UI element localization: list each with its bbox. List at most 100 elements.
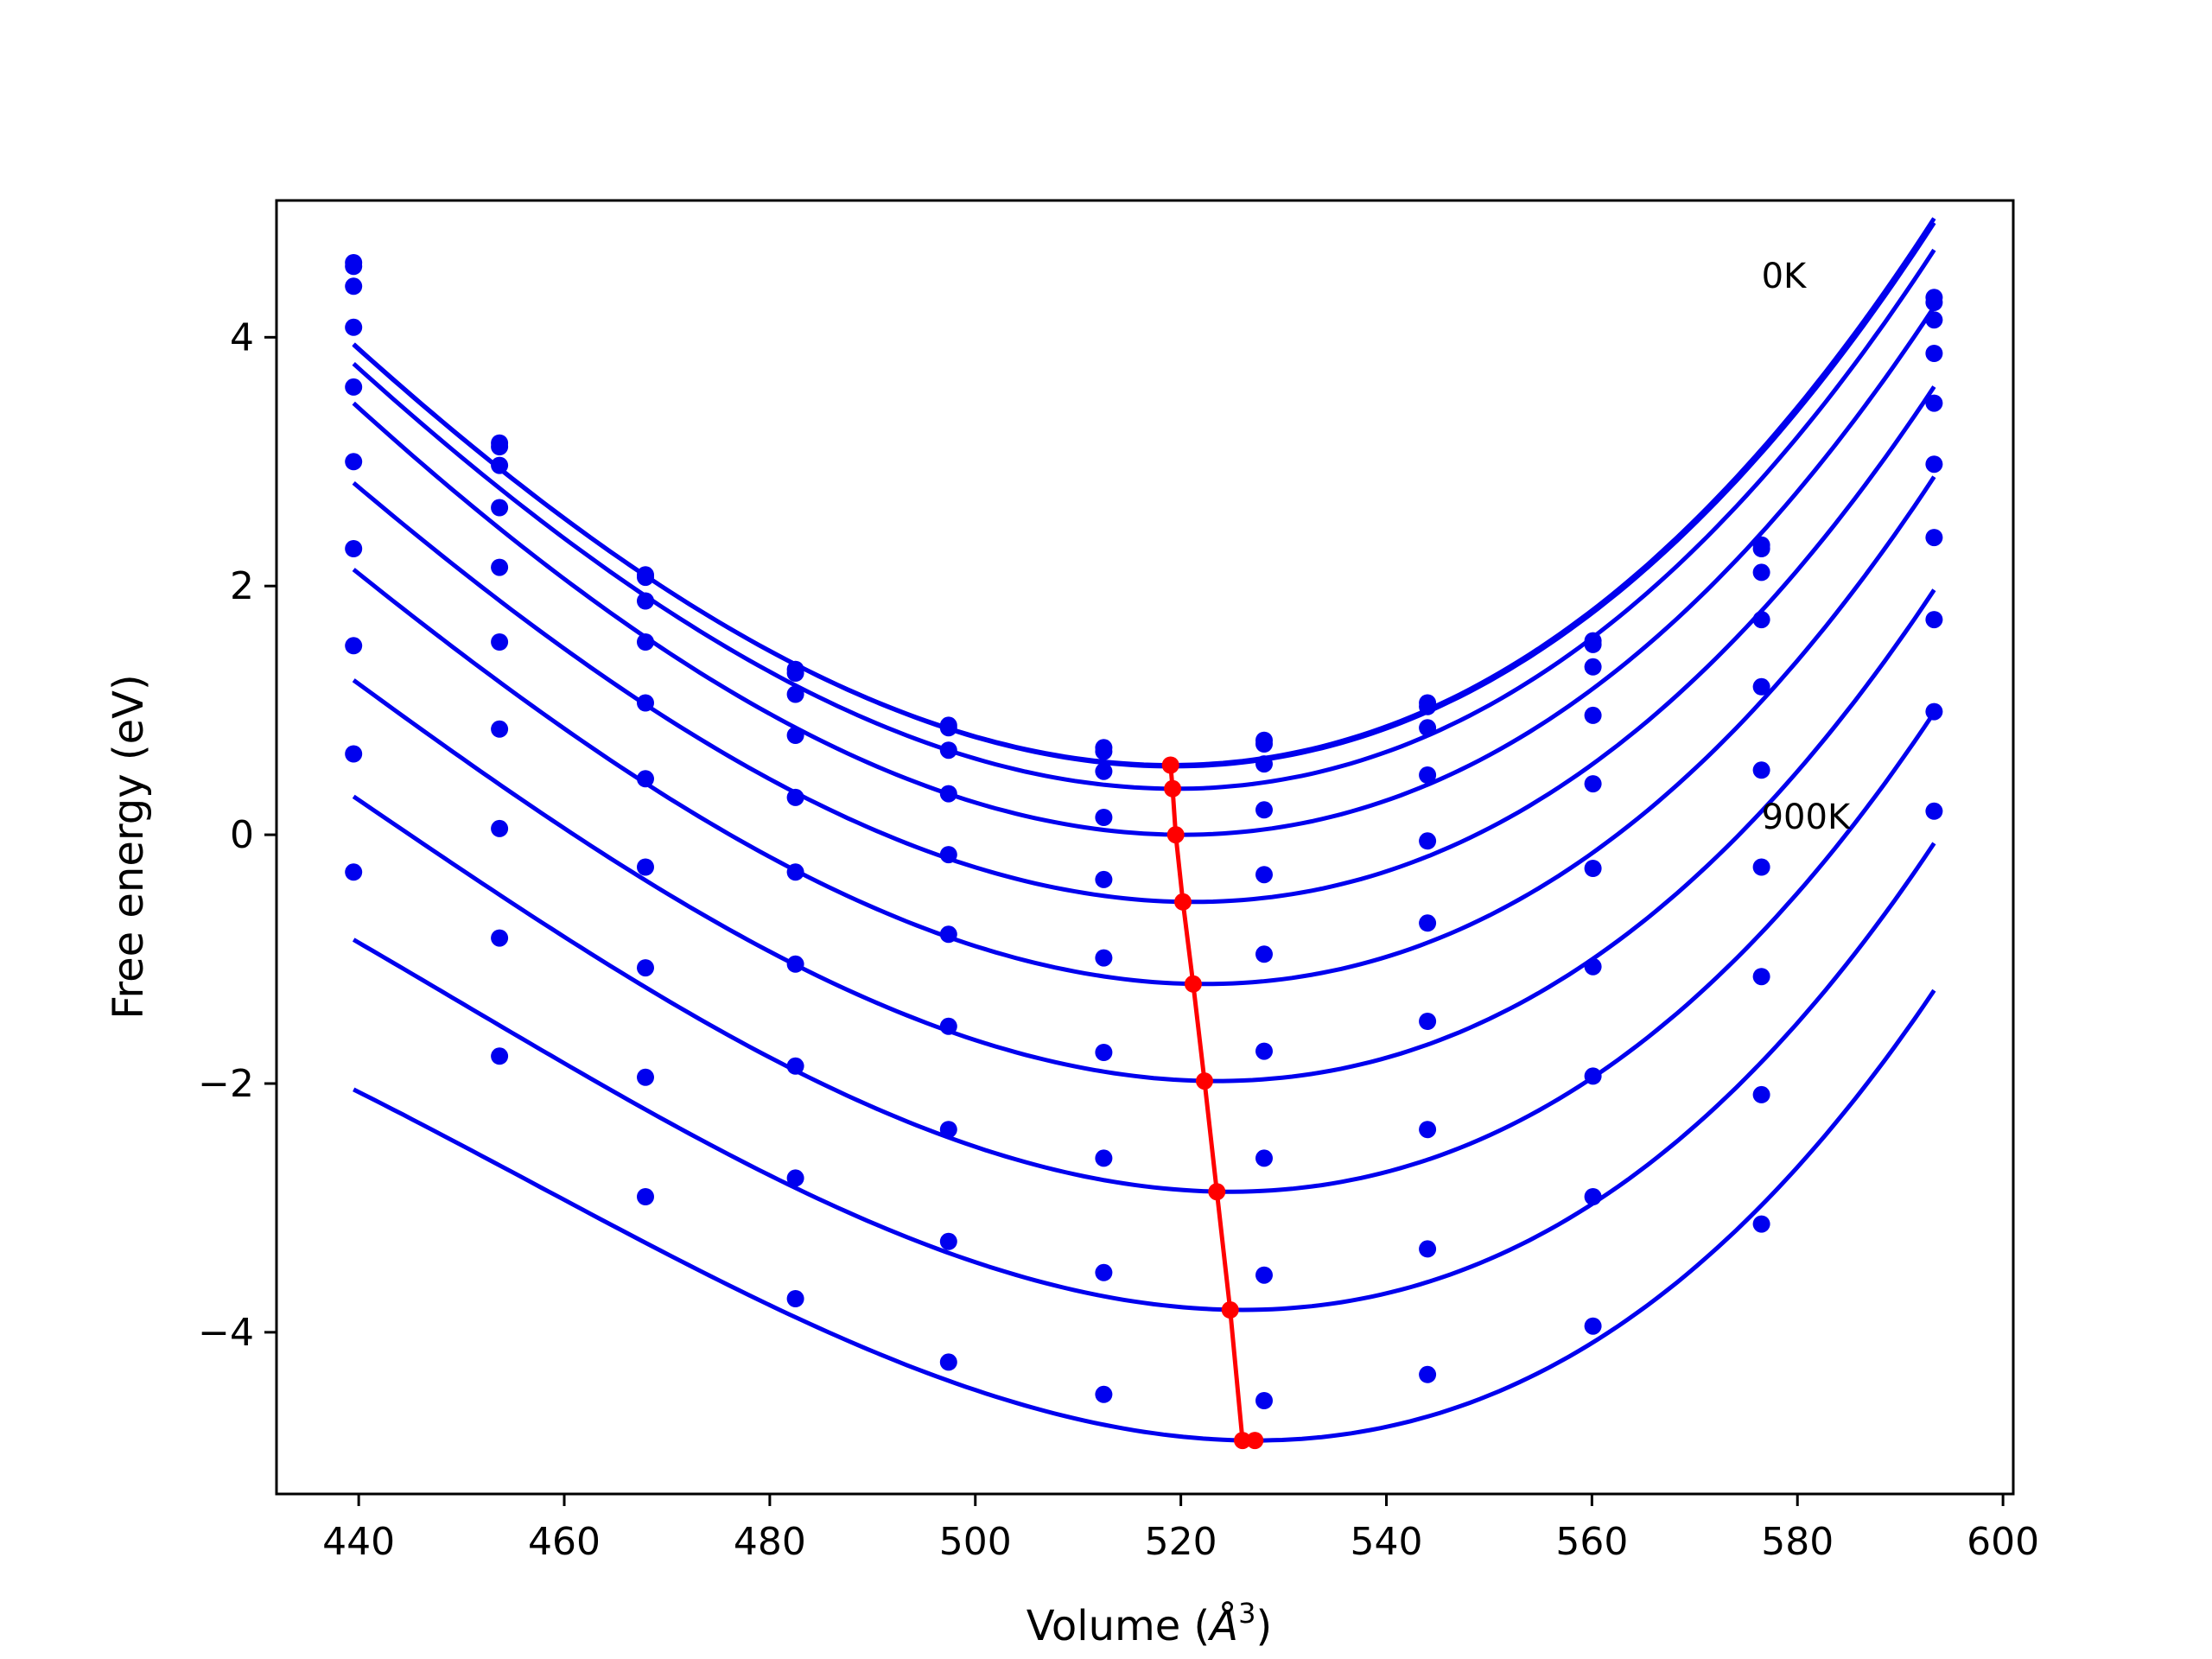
data-point	[637, 633, 654, 651]
fit-curves	[352, 217, 1936, 1443]
minimum-point	[1246, 1432, 1264, 1450]
temperature-label: 0K	[1762, 257, 1808, 296]
data-point	[786, 1169, 804, 1187]
temperature-label: 900K	[1762, 798, 1852, 837]
y-axis-ticks: −4 −2 0 2 4	[198, 315, 276, 1355]
data-point	[939, 719, 957, 737]
data-point	[345, 745, 363, 763]
data-point	[637, 959, 654, 977]
fit-curve-4	[352, 385, 1936, 905]
minimum-point	[1166, 826, 1185, 844]
data-point	[1925, 394, 1943, 412]
x-axis-ticks: 440 460 480 500 520 540 560 580 600	[322, 1494, 2039, 1564]
data-point	[939, 1353, 957, 1371]
data-point	[1925, 702, 1943, 721]
minimum-point	[1161, 756, 1179, 774]
data-point	[1255, 1266, 1273, 1284]
data-point	[786, 685, 804, 703]
data-point	[939, 925, 957, 944]
y-tick-label: 0	[230, 813, 254, 857]
data-point	[1095, 809, 1113, 826]
data-point	[786, 863, 804, 881]
data-point	[1419, 719, 1437, 737]
data-point	[786, 1057, 804, 1075]
data-point	[1925, 294, 1943, 311]
data-point	[637, 569, 654, 587]
data-point	[491, 558, 509, 576]
data-point	[1095, 870, 1113, 888]
data-point	[1255, 945, 1273, 963]
data-point	[1255, 1042, 1273, 1060]
data-point	[345, 277, 363, 296]
data-point	[1419, 697, 1437, 715]
temperature-annotations: 0K 900K	[1762, 257, 1852, 837]
data-point	[1095, 1149, 1113, 1167]
data-point	[1584, 658, 1602, 676]
data-point	[1925, 529, 1943, 547]
minimum-point	[1164, 779, 1182, 798]
data-point	[1584, 1188, 1602, 1205]
data-point	[1752, 540, 1770, 557]
minimum-point	[1174, 893, 1192, 911]
data-point	[1095, 1263, 1113, 1281]
data-point	[1095, 949, 1113, 967]
fit-curve-1	[352, 221, 1936, 769]
y-tick-label: 4	[230, 315, 254, 359]
data-point	[1419, 914, 1437, 932]
data-point	[1095, 742, 1113, 760]
data-point	[1925, 802, 1943, 820]
x-tick-label: 460	[528, 1520, 601, 1564]
data-point	[939, 785, 957, 803]
data-point	[491, 633, 509, 651]
data-point	[1419, 832, 1437, 850]
data-point	[1584, 1317, 1602, 1335]
data-point	[1255, 866, 1273, 884]
data-point	[1095, 1385, 1113, 1403]
data-point	[637, 592, 654, 610]
y-tick-label: −4	[198, 1311, 254, 1355]
data-point	[345, 637, 363, 655]
data-point	[1584, 635, 1602, 653]
x-tick-label: 540	[1351, 1520, 1423, 1564]
data-point	[1419, 1365, 1437, 1383]
plot-frame	[275, 199, 2015, 1496]
data-point	[1752, 611, 1770, 629]
data-point	[1419, 766, 1437, 784]
data-point	[1925, 311, 1943, 329]
data-point	[939, 1121, 957, 1139]
minimum-point	[1196, 1072, 1213, 1090]
data-point	[491, 819, 509, 837]
data-point	[1095, 762, 1113, 780]
minimum-point	[1208, 1183, 1226, 1201]
data-point	[345, 863, 363, 881]
data-point	[1752, 761, 1770, 779]
data-point	[786, 664, 804, 682]
x-axis-title: Volume (Å3)	[1027, 1597, 1272, 1650]
minimum-point	[1234, 1432, 1251, 1450]
data-point	[786, 955, 804, 973]
data-point	[1255, 1392, 1273, 1409]
data-point	[637, 770, 654, 788]
data-point	[491, 499, 509, 517]
y-axis-title: Free energy (eV)	[105, 674, 153, 1019]
data-point	[1925, 455, 1943, 474]
data-point	[1255, 735, 1273, 753]
x-tick-label: 580	[1761, 1520, 1834, 1564]
data-point	[491, 929, 509, 947]
data-point	[1255, 755, 1273, 773]
x-tick-label: 600	[1967, 1520, 2039, 1564]
data-point	[939, 846, 957, 864]
data-point	[939, 1017, 957, 1035]
minimum-point	[1221, 1301, 1239, 1319]
data-point	[1752, 563, 1770, 582]
data-points	[345, 254, 1943, 1409]
data-point	[491, 456, 509, 474]
data-point	[345, 540, 363, 557]
y-tick-label: 2	[230, 564, 254, 608]
fit-curve-2	[352, 248, 1936, 791]
x-tick-label: 480	[734, 1520, 806, 1564]
data-point	[1095, 1044, 1113, 1061]
data-point	[1752, 1085, 1770, 1103]
data-point	[786, 1290, 804, 1307]
